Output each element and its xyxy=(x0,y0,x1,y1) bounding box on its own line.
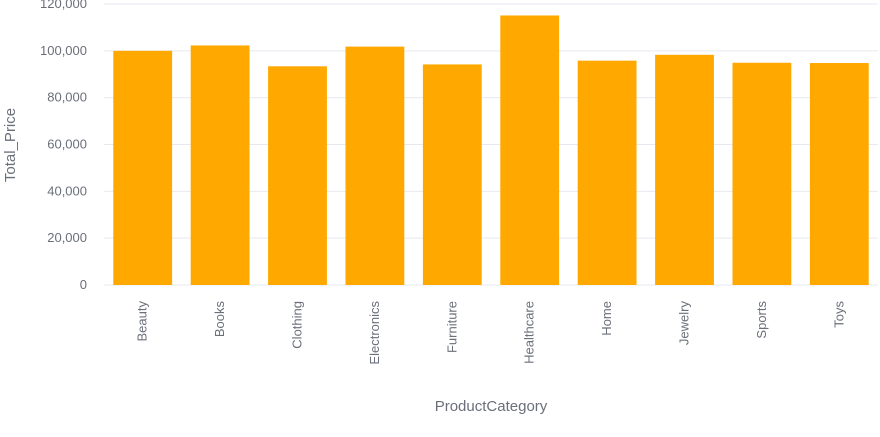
bar-clothing xyxy=(268,66,327,285)
y-tick-label: 40,000 xyxy=(47,183,87,198)
bar-home xyxy=(577,60,637,285)
x-tick-label: Home xyxy=(599,301,614,336)
bar-jewelry xyxy=(655,54,714,286)
x-tick-label: Electronics xyxy=(367,301,382,365)
x-tick-label: Clothing xyxy=(290,301,305,349)
bar-sports xyxy=(732,62,792,285)
y-tick-label: 80,000 xyxy=(47,90,87,105)
bar-healthcare xyxy=(500,15,560,285)
bar-electronics xyxy=(345,46,405,285)
bar-toys xyxy=(809,63,869,286)
y-tick-label: 120,000 xyxy=(40,0,87,11)
bars xyxy=(113,15,869,286)
x-tick-label: Books xyxy=(212,301,227,338)
y-axis-title: Total_Price xyxy=(2,108,19,182)
y-tick-label: 20,000 xyxy=(47,230,87,245)
x-tick-label: Toys xyxy=(831,301,846,328)
x-tick-labels: Beauty Books Clothing Electronics Furniture H… xyxy=(135,301,847,365)
x-axis-title: ProductCategory xyxy=(435,398,548,415)
x-tick-label: Jewelry xyxy=(677,301,692,346)
x-tick-label: Beauty xyxy=(135,301,150,342)
y-tick-label: 100,000 xyxy=(40,43,87,58)
y-tick-label: 60,000 xyxy=(47,137,87,152)
bar-beauty xyxy=(113,50,173,286)
bar-books xyxy=(190,45,250,286)
y-tick-labels: 0 20,000 40,000 60,000 80,000 100,000 120,000 xyxy=(40,0,87,292)
bar-furniture xyxy=(422,64,482,285)
x-tick-label: Furniture xyxy=(444,301,459,353)
y-tick-label: 0 xyxy=(80,277,87,292)
x-tick-label: Sports xyxy=(754,301,769,339)
x-tick-label: Healthcare xyxy=(522,301,537,364)
